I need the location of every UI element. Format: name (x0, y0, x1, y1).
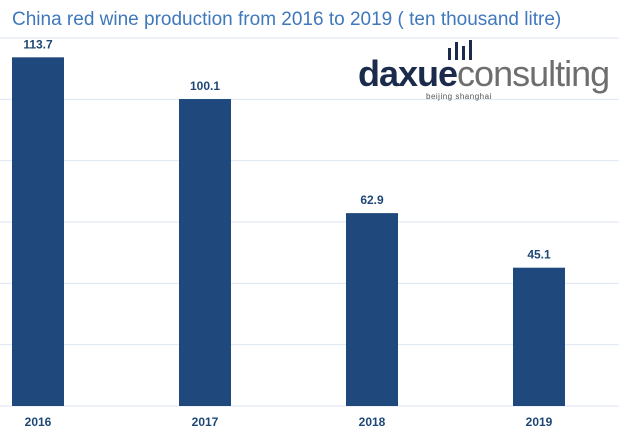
logo-word-consulting: consulting (457, 53, 610, 94)
bar-value-label-2019: 45.1 (527, 248, 551, 262)
bar-2019 (513, 267, 565, 406)
bar-chart-logo-icon (448, 40, 472, 60)
bar-value-label-2017: 100.1 (190, 79, 220, 93)
logo-tagline: beijing shanghai (426, 92, 492, 101)
chart-title: China red wine production from 2016 to 2… (12, 9, 562, 30)
x-axis-tick-labels: 2016 2017 2018 2019 (25, 415, 553, 429)
bar-value-labels: 113.7 100.1 62.9 45.1 (23, 37, 551, 261)
bar-2018 (346, 213, 398, 406)
x-tick-label-2016: 2016 (25, 415, 52, 429)
x-tick-label-2018: 2018 (359, 415, 386, 429)
bar-2017 (179, 99, 231, 406)
bar-value-label-2016: 113.7 (23, 37, 53, 51)
logo-wordmark: daxueconsulting (358, 53, 610, 94)
logo-word-daxue: daxue (358, 53, 458, 94)
daxue-consulting-logo: daxueconsulting beijing shanghai (358, 40, 613, 102)
x-tick-label-2017: 2017 (192, 415, 219, 429)
bar-value-label-2018: 62.9 (360, 193, 384, 207)
x-tick-label-2019: 2019 (526, 415, 553, 429)
bar-2016 (12, 57, 64, 406)
bars (12, 57, 565, 406)
